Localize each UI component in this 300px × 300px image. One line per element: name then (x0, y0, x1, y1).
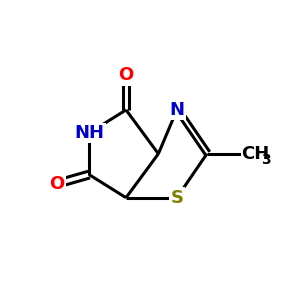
Text: S: S (170, 189, 183, 207)
Text: 3: 3 (261, 153, 271, 167)
Text: NH: NH (74, 124, 104, 142)
Text: CH: CH (242, 145, 270, 163)
Text: N: N (169, 101, 184, 119)
Text: O: O (118, 66, 134, 84)
Text: O: O (49, 175, 64, 193)
